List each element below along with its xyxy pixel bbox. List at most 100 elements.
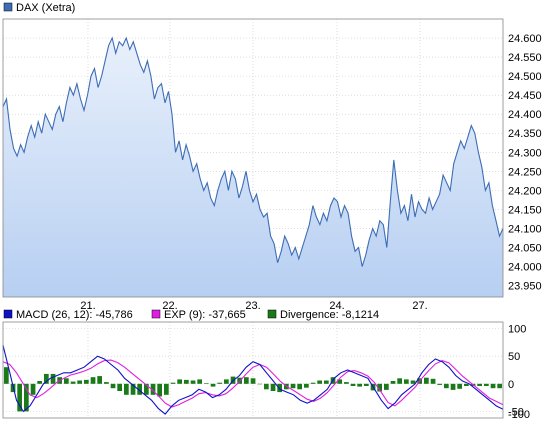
divergence-bar [457, 383, 462, 389]
divergence-bar [384, 383, 389, 390]
divergence-bar [464, 383, 469, 386]
divergence-bar [30, 383, 36, 395]
price-y-ticks: 23.950 24.000 24.050 24.100 24.150 24.200 24.2… [508, 33, 542, 293]
divergence-bar [357, 383, 362, 387]
divergence-bar [217, 382, 222, 384]
divergence-bar [210, 383, 216, 387]
divergence-bar [397, 378, 402, 384]
legend-label-exp: EXP (9): -37,665 [164, 309, 246, 321]
legend-swatch-divergence [267, 309, 277, 319]
divergence-bar [324, 380, 329, 384]
divergence-bar [250, 378, 256, 384]
divergence-bar [297, 383, 302, 390]
price-line [2, 36, 504, 267]
legend-swatch-exp [151, 309, 161, 319]
divergence-bar [17, 383, 22, 412]
price-y-tick-label: 23.950 [508, 281, 542, 293]
divergence-bar [124, 383, 129, 395]
divergence-bar [70, 381, 76, 384]
divergence-bar [184, 379, 189, 384]
price-panel: 23.95024.00024.05024.10024.15024.20024.2… [2, 18, 542, 312]
divergence-bar [110, 383, 116, 389]
divergence-bar [224, 379, 229, 384]
divergence-bar [404, 379, 409, 384]
divergence-bar [310, 382, 316, 384]
divergence-bar [350, 383, 356, 386]
divergence-bar [204, 383, 209, 384]
divergence-bar [164, 383, 169, 395]
price-y-tick-label: 24.200 [508, 185, 542, 197]
legend-label-macd: MACD (26, 12): -45,786 [16, 309, 133, 321]
macd-y-tick-label: -100 [508, 409, 530, 421]
divergence-bar [344, 382, 349, 384]
divergence-bar [90, 377, 96, 384]
divergence-bar [317, 380, 322, 384]
price-y-tick-label: 24.000 [508, 262, 542, 274]
price-y-tick-label: 24.150 [508, 204, 542, 216]
macd-panel: 100 50 0 -50-100 [2, 321, 530, 421]
divergence-bar [490, 383, 496, 389]
divergence-bar [410, 380, 416, 384]
price-y-tick-label: 24.300 [508, 147, 542, 159]
legend-label-divergence: Divergence: -8,1214 [280, 309, 379, 321]
divergence-bar [157, 383, 162, 397]
divergence-bar [337, 379, 342, 384]
divergence-bar [270, 383, 276, 391]
divergence-bar [197, 379, 202, 384]
divergence-bar [77, 380, 82, 384]
divergence-bar [104, 382, 109, 384]
x-tick-label: 24. [329, 300, 344, 312]
macd-y-tick-label: 0 [508, 379, 514, 391]
x-tick-label: 22. [162, 300, 177, 312]
divergence-bar [64, 378, 69, 384]
divergence-bar [150, 383, 156, 395]
legend-swatch-dax [3, 2, 13, 12]
macd-y-ticks: 100 50 0 -50-100 [508, 324, 530, 421]
divergence-bar [364, 383, 369, 386]
macd-y-tick-label: 50 [508, 351, 520, 363]
price-y-tick-label: 24.450 [508, 90, 542, 102]
divergence-bar [444, 383, 449, 389]
divergence-bar [44, 373, 49, 384]
price-area [3, 38, 503, 297]
divergence-bar [24, 383, 29, 412]
divergence-bar [390, 381, 396, 384]
divergence-bar [277, 383, 282, 393]
price-y-tick-label: 24.500 [508, 71, 542, 83]
divergence-bar [170, 382, 176, 384]
divergence-bar [437, 383, 442, 385]
divergence-bar [484, 383, 489, 386]
macd-y-tick-label: -50 [508, 406, 524, 418]
exp-line [2, 359, 504, 408]
indicator-legend: MACD (26, 12): -45,786 EXP (9): -37,665 … [3, 309, 379, 321]
macd-line [2, 345, 504, 415]
price-y-tick-label: 24.600 [508, 33, 542, 45]
divergence-bar [430, 378, 436, 384]
divergence-bar [450, 383, 456, 390]
x-tick-label: 23. [245, 300, 260, 312]
divergence-bar [424, 377, 429, 384]
legend-label-dax: DAX (Xetra) [16, 2, 75, 14]
divergence-bar [97, 376, 102, 384]
price-y-tick-label: 24.400 [508, 109, 542, 121]
x-tick-label: 21. [80, 300, 95, 312]
price-y-tick-label: 24.250 [508, 166, 542, 178]
x-tick-label: 27. [412, 300, 427, 312]
divergence-bar [190, 380, 196, 384]
divergence-bar [477, 383, 482, 386]
divergence-bar [144, 383, 149, 395]
x-tick-labels: 21. 22. 23. 24. 27. [80, 300, 427, 312]
divergence-bar [377, 383, 382, 392]
divergence-bar [37, 381, 42, 384]
macd-frame [2, 321, 504, 419]
divergence-bar [137, 383, 142, 395]
divergence-bar [290, 383, 296, 389]
price-y-tick-label: 24.050 [508, 242, 542, 254]
price-y-tick-label: 24.100 [508, 223, 542, 235]
divergence-bar [84, 379, 89, 384]
price-y-tick-label: 24.550 [508, 52, 542, 64]
divergence-bar [264, 383, 269, 390]
divergence-bar [257, 383, 262, 385]
divergence-bar [304, 383, 309, 388]
